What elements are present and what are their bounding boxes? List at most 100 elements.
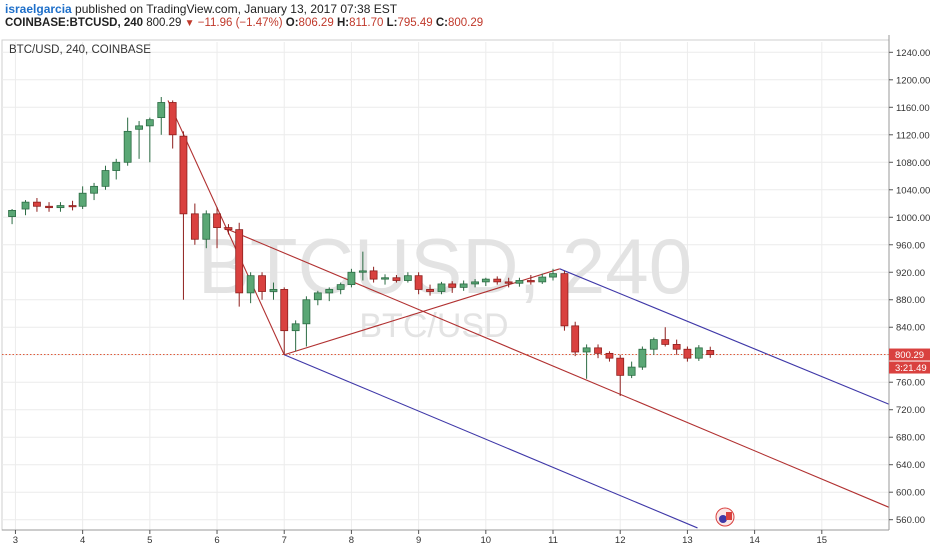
candle-up[interactable] xyxy=(101,170,110,187)
candle-up[interactable] xyxy=(246,275,255,294)
candle-up[interactable] xyxy=(157,102,166,119)
candle-down[interactable] xyxy=(392,277,401,281)
candle-up[interactable] xyxy=(291,323,300,332)
candle-up[interactable] xyxy=(627,366,636,376)
candle-down[interactable] xyxy=(168,102,177,136)
candle-up[interactable] xyxy=(302,299,311,325)
last-price: 800.29 xyxy=(146,17,182,29)
candle-up[interactable] xyxy=(582,347,591,353)
symbol-summary: COINBASE:BTCUSD, 240 800.29 ▼ −11.96 (−1… xyxy=(5,17,483,29)
current-price-badge xyxy=(889,348,930,361)
symbol-label: COINBASE:BTCUSD, 240 xyxy=(5,17,144,29)
candle-up[interactable] xyxy=(471,281,479,285)
candle-down[interactable] xyxy=(526,280,535,283)
candle-up[interactable] xyxy=(515,280,524,284)
candle-up[interactable] xyxy=(21,201,30,210)
pitchfork-line-red[interactable] xyxy=(284,268,560,356)
candle-up[interactable] xyxy=(145,119,154,127)
candle-up[interactable] xyxy=(336,284,345,290)
time-tick-label: 11 xyxy=(548,535,558,546)
time-tick-label: 9 xyxy=(416,535,421,546)
candle-up[interactable] xyxy=(78,192,87,207)
countdown-label: 3:21.49 xyxy=(895,363,927,374)
candle-down[interactable] xyxy=(68,205,77,208)
candle-down[interactable] xyxy=(426,289,434,292)
candle-up[interactable] xyxy=(90,185,98,194)
candle-down[interactable] xyxy=(560,273,569,327)
candle-up[interactable] xyxy=(202,213,211,240)
price-tick-label: 1240.00 xyxy=(896,48,930,59)
candle-down[interactable] xyxy=(493,278,502,283)
price-tick-label: 1080.00 xyxy=(896,158,930,169)
time-tick-label: 5 xyxy=(147,535,152,546)
publish-info: israelgarcia published on TradingView.co… xyxy=(5,2,397,16)
time-tick-label: 13 xyxy=(682,535,693,546)
price-tick-label: 640.00 xyxy=(896,460,925,471)
price-tick-label: 1160.00 xyxy=(896,103,930,114)
candle-up[interactable] xyxy=(358,270,367,273)
candle-down[interactable] xyxy=(605,352,614,359)
candle-down[interactable] xyxy=(33,201,41,207)
price-tick-label: 960.00 xyxy=(896,240,925,251)
price-tick-label: 760.00 xyxy=(896,378,925,389)
candle-down[interactable] xyxy=(706,350,715,355)
candle-down[interactable] xyxy=(594,347,602,354)
candle-down[interactable] xyxy=(258,275,266,292)
pitchfork-line-blue[interactable] xyxy=(284,354,698,529)
candle-up[interactable] xyxy=(403,275,412,281)
candle-up[interactable] xyxy=(269,289,278,292)
candle-up[interactable] xyxy=(649,339,658,350)
candle-down[interactable] xyxy=(616,357,625,376)
candle-up[interactable] xyxy=(694,347,703,359)
candle-up[interactable] xyxy=(549,273,557,278)
candle-down[interactable] xyxy=(448,283,457,288)
countdown-badge xyxy=(889,361,930,374)
candle-up[interactable] xyxy=(56,205,65,209)
candle-up[interactable] xyxy=(437,283,446,292)
pitchfork-line-red[interactable] xyxy=(223,227,890,508)
price-axis[interactable] xyxy=(889,35,932,550)
candle-down[interactable] xyxy=(179,135,188,215)
time-tick-label: 10 xyxy=(481,535,492,546)
candle-up[interactable] xyxy=(135,125,143,130)
published-text: published on TradingView.com, January 13… xyxy=(71,2,398,16)
time-tick-label: 7 xyxy=(282,535,287,546)
candle-down[interactable] xyxy=(672,344,681,350)
price-tick-label: 720.00 xyxy=(896,405,925,416)
candle-down[interactable] xyxy=(683,348,692,359)
low-value: 795.49 xyxy=(397,17,433,29)
candle-up[interactable] xyxy=(638,348,647,368)
candle-up[interactable] xyxy=(313,292,322,301)
candle-up[interactable] xyxy=(481,278,490,283)
candle-up[interactable] xyxy=(459,283,468,288)
candle-down[interactable] xyxy=(280,289,289,332)
price-tick-label: 920.00 xyxy=(896,268,925,279)
candle-down[interactable] xyxy=(224,227,233,231)
candle-down[interactable] xyxy=(571,325,580,353)
candle-up[interactable] xyxy=(325,289,334,294)
candle-up[interactable] xyxy=(123,130,132,163)
candle-down[interactable] xyxy=(235,229,244,294)
candle-up[interactable] xyxy=(347,271,356,286)
candle-up[interactable] xyxy=(381,277,389,280)
chart-area[interactable]: BTCUSD, 240 BTC/USD BTC/USD, 240, COINBASE… xyxy=(0,35,932,550)
candle-up[interactable] xyxy=(538,276,547,283)
candle-up[interactable] xyxy=(112,161,121,171)
candle-down[interactable] xyxy=(504,281,513,284)
candle-down[interactable] xyxy=(414,275,423,290)
pitchfork-line-blue[interactable] xyxy=(559,268,890,405)
candle-down[interactable] xyxy=(190,213,199,240)
candle-down[interactable] xyxy=(369,270,378,280)
price-tick-label: 560.00 xyxy=(896,515,925,526)
candle-down[interactable] xyxy=(661,339,670,345)
time-tick-label: 12 xyxy=(615,535,626,546)
candle-up[interactable] xyxy=(8,209,16,217)
author-link[interactable]: israelgarcia xyxy=(5,2,72,16)
candle-down[interactable] xyxy=(213,213,221,228)
candle-down[interactable] xyxy=(45,205,53,209)
close-value: 800.29 xyxy=(448,17,484,29)
current-price-label: 800.29 xyxy=(895,350,924,361)
low-label: L: xyxy=(386,17,398,29)
chart-title: BTC/USD, 240, COINBASE xyxy=(9,44,151,56)
